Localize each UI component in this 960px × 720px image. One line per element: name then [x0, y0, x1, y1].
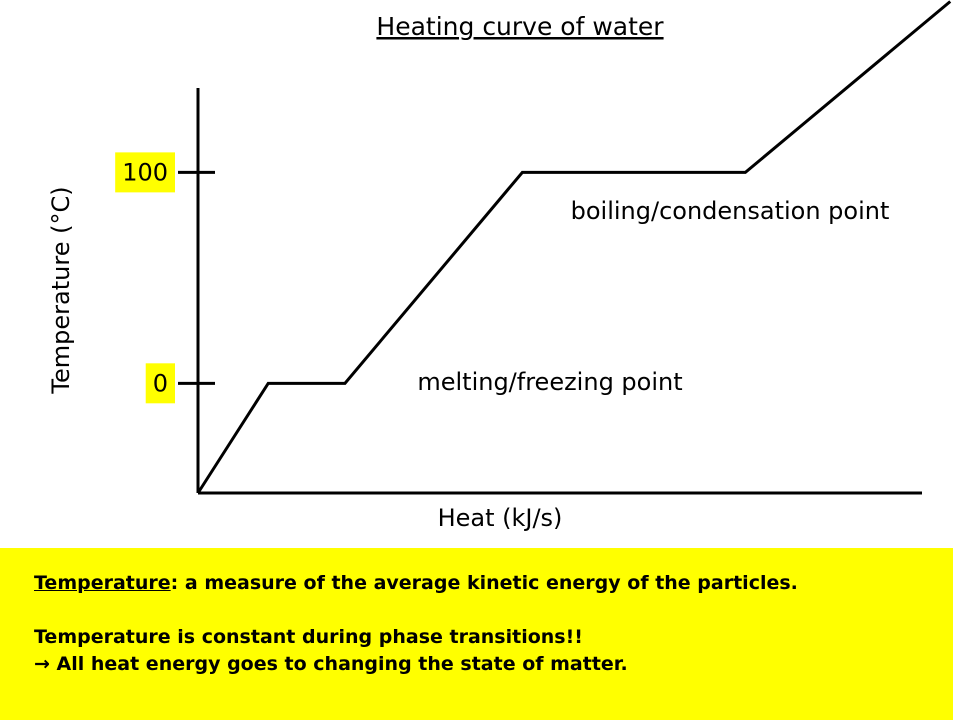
chart-title: Heating curve of water — [376, 12, 664, 41]
y-axis-label: Temperature (°C) — [47, 186, 75, 394]
annotation: melting/freezing point — [417, 368, 682, 396]
x-axis-label: Heat (kJ/s) — [438, 504, 563, 532]
note-line: → All heat energy goes to changing the s… — [34, 653, 628, 675]
term: Temperature — [34, 572, 171, 594]
y-tick-label: 100 — [122, 158, 168, 186]
chart: Heating curve of water Heat (kJ/s) Tempe… — [47, 0, 952, 532]
annotation: boiling/condensation point — [571, 197, 890, 225]
y-tick-label: 0 — [153, 369, 168, 397]
heating-curve — [196, 0, 952, 494]
tick-label-background — [115, 152, 175, 193]
definition: : a measure of the average kinetic energ… — [170, 572, 798, 594]
notes-box: Temperature: a measure of the average ki… — [0, 548, 953, 720]
definition-line: Temperature: a measure of the average ki… — [34, 570, 953, 597]
tick-label-background — [145, 363, 175, 404]
note-line: Temperature is constant during phase tra… — [34, 626, 583, 648]
